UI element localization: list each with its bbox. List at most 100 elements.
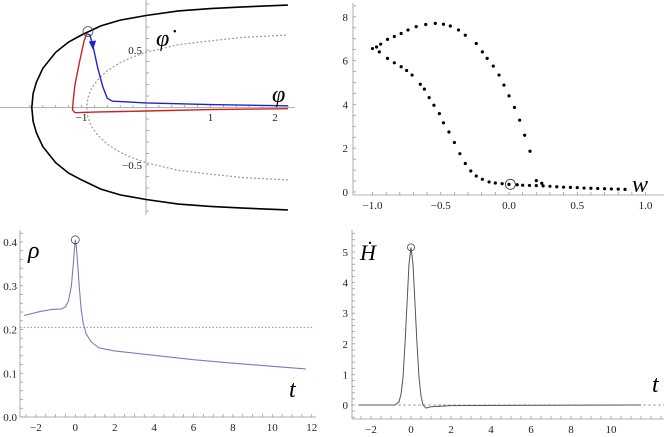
data-point xyxy=(385,56,390,61)
marker-circle xyxy=(504,178,516,190)
x-tick-label: −1.0 xyxy=(363,200,383,212)
data-point xyxy=(480,177,484,181)
data-point xyxy=(433,21,437,25)
data-point xyxy=(540,181,544,185)
x-tick-label: 2 xyxy=(272,112,278,124)
data-point xyxy=(609,187,613,191)
data-point xyxy=(463,161,467,166)
data-point xyxy=(507,94,511,98)
marker-circle xyxy=(407,243,415,252)
y-axis-title-rho: ρ xyxy=(27,238,40,264)
x-tick-label: 8 xyxy=(230,422,236,434)
data-point xyxy=(480,50,484,54)
x-tick-label: 4 xyxy=(151,422,157,434)
x-tick-label: 0 xyxy=(408,424,414,436)
data-point xyxy=(392,61,396,65)
w-scatter-panel: −1.0 −0.5 0.0 0.5 1.0 0 2 4 6 8 xyxy=(343,3,664,212)
data-point xyxy=(452,140,456,145)
data-point xyxy=(405,68,409,73)
x-tick-label: 2 xyxy=(112,422,118,434)
data-point xyxy=(487,180,491,184)
data-point xyxy=(623,187,627,191)
data-point xyxy=(427,96,431,100)
phase-portrait-panel: −1 1 2 0.5 −0.5 xyxy=(0,0,295,215)
y-tick-label: 0.1 xyxy=(3,368,17,380)
y-tick-label: 0.2 xyxy=(3,325,17,337)
data-point xyxy=(399,65,403,69)
x-tick-label: −2 xyxy=(365,424,377,436)
data-point xyxy=(493,181,497,185)
x-axis-title-t: t xyxy=(289,377,297,403)
red-trajectory xyxy=(71,33,288,114)
marker-circle xyxy=(70,235,80,245)
x-tick-label: 4 xyxy=(488,424,494,436)
y-tick-label: 8 xyxy=(343,12,349,24)
x-tick-label: 1.0 xyxy=(639,200,653,212)
data-point xyxy=(377,50,381,54)
data-point xyxy=(512,105,517,110)
data-point xyxy=(502,83,506,87)
data-point xyxy=(379,42,383,46)
data-point xyxy=(448,24,452,28)
rho-curve xyxy=(23,239,306,370)
data-point xyxy=(447,130,451,134)
data-point xyxy=(518,118,522,122)
data-point xyxy=(491,64,495,68)
data-point xyxy=(410,73,414,77)
hdot-vs-t-panel: −2 0 2 4 6 8 10 0 1 2 3 4 5 xyxy=(343,230,664,436)
blue-trajectory xyxy=(86,33,288,107)
y-tick-label: 0 xyxy=(343,187,349,199)
data-point xyxy=(441,22,446,26)
x-tick-label: 8 xyxy=(568,424,574,436)
y-tick-label: 0.3 xyxy=(3,281,17,293)
data-point xyxy=(456,28,461,32)
data-point xyxy=(527,183,532,188)
y-tick-label: 0.0 xyxy=(3,412,17,424)
data-point xyxy=(469,169,473,173)
x-tick-label: 0 xyxy=(73,422,79,434)
x-tick-label: 10 xyxy=(606,424,618,436)
x-axis-title-phi: φ xyxy=(272,82,285,108)
data-point xyxy=(437,111,441,116)
x-axis-title-w: w xyxy=(632,172,648,198)
y-tick-label: 2 xyxy=(343,143,349,155)
data-point xyxy=(507,182,511,186)
y-axis-title-hdot: Ḣ xyxy=(359,240,377,265)
data-point xyxy=(497,73,501,77)
data-point xyxy=(562,185,566,189)
x-tick-label: 0.5 xyxy=(570,200,584,212)
data-point xyxy=(418,82,422,86)
x-tick-label: −2 xyxy=(30,422,42,434)
data-point xyxy=(485,56,489,61)
y-tick-label: 2 xyxy=(343,339,349,351)
data-point xyxy=(515,183,519,187)
data-point xyxy=(385,37,390,41)
data-point xyxy=(582,186,586,190)
x-tick-label: 12 xyxy=(306,422,317,434)
data-point xyxy=(568,185,573,190)
x-tick-label: 0.0 xyxy=(502,200,516,212)
data-point xyxy=(534,179,538,183)
x-tick-label: 2 xyxy=(448,424,454,436)
data-point xyxy=(422,87,426,91)
arrow-icon xyxy=(88,40,97,50)
y-tick-label: 0.5 xyxy=(128,45,142,57)
data-point xyxy=(458,152,462,156)
data-point xyxy=(374,45,379,49)
data-point xyxy=(548,184,552,188)
hdot-curve xyxy=(359,247,642,409)
x-tick-label: 6 xyxy=(191,422,197,434)
y-tick-label: 1 xyxy=(343,369,349,381)
data-point xyxy=(534,184,538,188)
data-point xyxy=(392,34,396,39)
data-point xyxy=(555,185,559,189)
x-tick-label: −1 xyxy=(76,112,88,124)
data-point xyxy=(463,33,467,37)
data-point xyxy=(406,28,410,32)
data-point xyxy=(399,31,403,36)
data-point xyxy=(602,187,607,191)
data-point xyxy=(596,186,600,191)
data-point xyxy=(441,121,446,125)
y-axis-title-phidot: φ̇ xyxy=(156,26,176,52)
